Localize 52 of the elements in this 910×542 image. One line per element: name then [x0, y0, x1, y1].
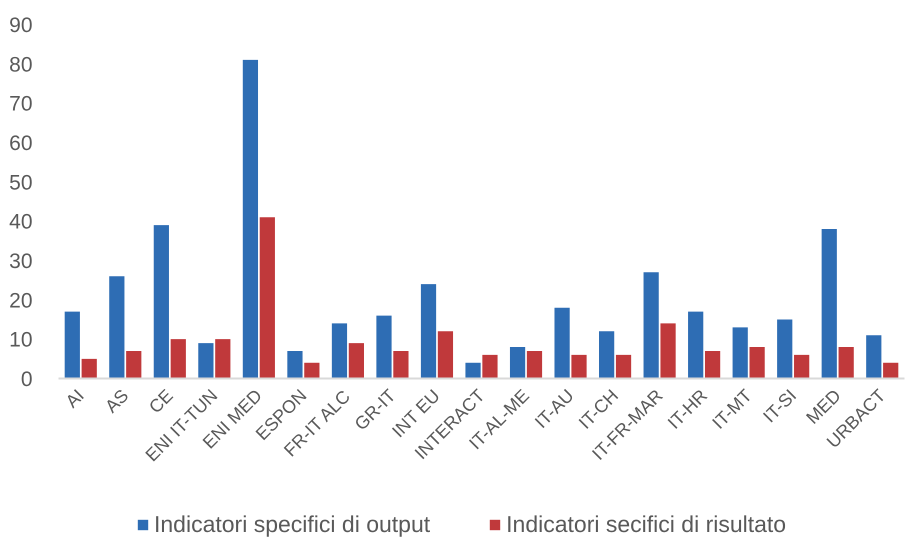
legend-label: Indicatori specifici di output [154, 511, 430, 538]
y-tick-label: 40 [9, 210, 32, 234]
y-tick-label: 70 [9, 92, 32, 116]
bar [526, 350, 542, 378]
y-tick-label: 20 [9, 289, 32, 312]
bar [599, 331, 614, 378]
bar [883, 362, 898, 378]
bar [260, 217, 275, 378]
bar [242, 60, 258, 378]
bar [198, 343, 214, 378]
bar [571, 354, 587, 378]
y-tick-label: 50 [9, 171, 32, 194]
bar [154, 225, 169, 378]
y-tick-label: 10 [9, 328, 32, 352]
bar [393, 350, 409, 378]
bar [109, 276, 124, 378]
bar [732, 327, 748, 378]
bar [644, 272, 659, 378]
bar [420, 284, 436, 378]
x-tick-label: AI [62, 385, 88, 412]
bar [348, 343, 364, 378]
bar [660, 323, 676, 378]
bar [170, 339, 186, 378]
bar [616, 354, 632, 378]
bar [215, 339, 230, 378]
bar [126, 350, 142, 378]
bar [304, 362, 320, 378]
bar [838, 347, 854, 378]
bar [510, 347, 526, 378]
bar [482, 354, 498, 378]
bar [465, 362, 481, 378]
legend-label: Indicatori secifici di risultato [506, 511, 786, 538]
y-tick-label: 0 [20, 368, 33, 391]
bar [332, 323, 348, 378]
y-tick-label: 30 [9, 250, 32, 273]
x-tick-label: AS [101, 385, 132, 417]
bar [794, 354, 810, 378]
bar [866, 335, 882, 378]
y-tick-label: 80 [9, 53, 32, 76]
bar [287, 350, 303, 378]
bar [750, 347, 765, 378]
bar [64, 312, 80, 378]
y-tick-label: 60 [9, 132, 32, 155]
bar [438, 331, 454, 378]
bar [554, 308, 570, 378]
bar [688, 312, 704, 378]
bar [704, 350, 720, 378]
y-tick-label: 90 [9, 14, 32, 37]
bar [376, 316, 392, 378]
bar [777, 320, 792, 378]
bar [82, 358, 97, 378]
bar [822, 229, 837, 378]
